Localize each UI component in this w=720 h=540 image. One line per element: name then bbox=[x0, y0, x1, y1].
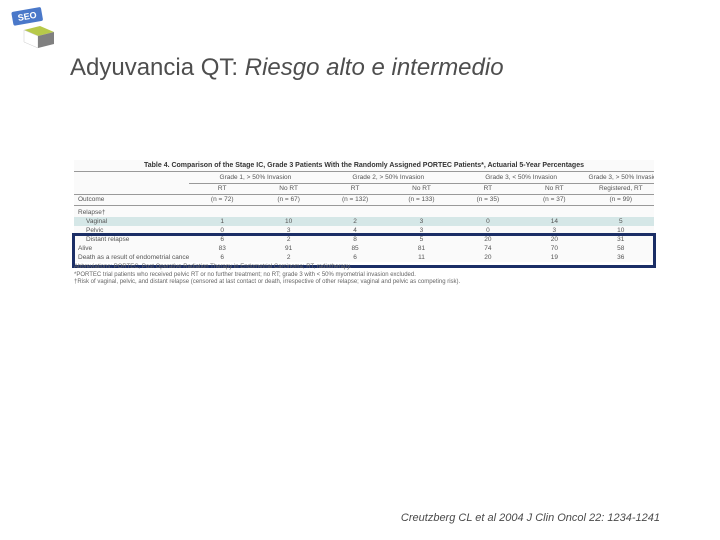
table-footnotes: Abbreviations: PORTEC, Post Operative Ra… bbox=[74, 264, 654, 287]
column-n: (n = 72) bbox=[189, 195, 255, 206]
title-italic: Riesgo alto e intermedio bbox=[245, 54, 504, 81]
footnote-line: Abbreviations: PORTEC, Post Operative Ra… bbox=[74, 264, 654, 272]
table-cell: 3 bbox=[388, 217, 454, 226]
table-cell bbox=[322, 206, 388, 218]
table-cell bbox=[189, 206, 255, 218]
table-cell: 0 bbox=[455, 217, 521, 226]
table-cell bbox=[588, 206, 654, 218]
table-row: Relapse† bbox=[74, 206, 654, 218]
column-n: (n = 37) bbox=[521, 195, 587, 206]
column-group-header: Grade 1, > 50% Invasion bbox=[189, 172, 322, 184]
slide-title: Adyuvancia QT: Riesgo alto e intermedio bbox=[70, 54, 504, 82]
column-subheader: No RT bbox=[521, 184, 587, 195]
table-cell: 1 bbox=[189, 217, 255, 226]
column-subheader: RT bbox=[322, 184, 388, 195]
table-caption: Table 4. Comparison of the Stage IC, Gra… bbox=[74, 160, 654, 172]
footnote-line: *PORTEC trial patients who received pelv… bbox=[74, 272, 654, 280]
column-n: (n = 132) bbox=[322, 195, 388, 206]
column-group-header: Grade 3, < 50% Invasion bbox=[455, 172, 588, 184]
row-label: Vaginal bbox=[74, 217, 189, 226]
table-cell: 2 bbox=[322, 217, 388, 226]
footnote-line: †Risk of vaginal, pelvic, and distant re… bbox=[74, 279, 654, 287]
column-group-header: Grade 3, > 50% Invasion bbox=[588, 172, 654, 184]
table-cell bbox=[255, 206, 321, 218]
row-label: Relapse† bbox=[74, 206, 189, 218]
column-subheader: No RT bbox=[255, 184, 321, 195]
title-plain: Adyuvancia QT: bbox=[70, 54, 245, 81]
column-n: (n = 99) bbox=[588, 195, 654, 206]
column-n: (n = 67) bbox=[255, 195, 321, 206]
table-cell: 10 bbox=[255, 217, 321, 226]
column-n: (n = 133) bbox=[388, 195, 454, 206]
column-subheader: Registered, RT bbox=[588, 184, 654, 195]
column-header-outcome: Outcome bbox=[74, 195, 189, 206]
table-cell: 5 bbox=[588, 217, 654, 226]
table-row: Vaginal110230145 bbox=[74, 217, 654, 226]
table-cell bbox=[388, 206, 454, 218]
column-group-header: Grade 2, > 50% Invasion bbox=[322, 172, 455, 184]
citation-text: Creutzberg CL et al 2004 J Clin Oncol 22… bbox=[401, 512, 660, 524]
column-subheader: No RT bbox=[388, 184, 454, 195]
table-cell bbox=[521, 206, 587, 218]
table-cell bbox=[455, 206, 521, 218]
highlighted-rows-box bbox=[72, 233, 656, 268]
column-n: (n = 35) bbox=[455, 195, 521, 206]
column-subheader: RT bbox=[455, 184, 521, 195]
conference-logo: SEO bbox=[10, 6, 62, 50]
table-cell: 14 bbox=[521, 217, 587, 226]
column-subheader: RT bbox=[189, 184, 255, 195]
